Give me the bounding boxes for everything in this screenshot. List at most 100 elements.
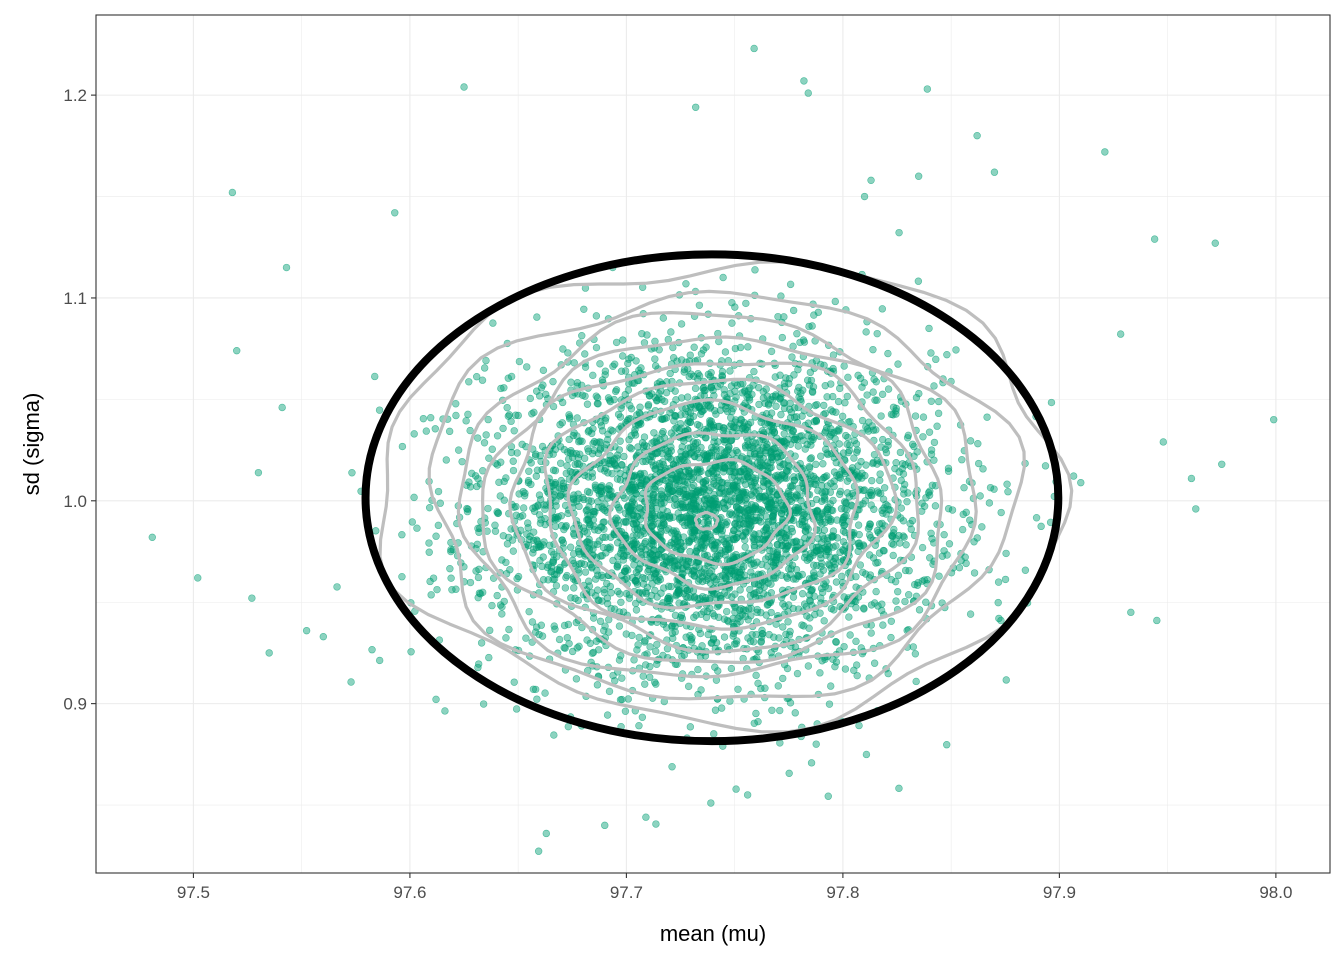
data-point — [612, 386, 621, 394]
data-point — [426, 577, 434, 586]
data-point — [834, 397, 843, 406]
data-point — [774, 682, 782, 690]
data-point — [752, 671, 760, 680]
data-point — [824, 547, 833, 556]
data-point — [1218, 460, 1226, 468]
data-point — [564, 349, 572, 357]
data-point — [549, 466, 558, 474]
data-point — [634, 526, 642, 534]
data-point — [654, 551, 662, 559]
data-point — [368, 646, 376, 654]
data-point — [633, 512, 642, 521]
data-point — [770, 574, 778, 582]
data-point — [477, 639, 486, 647]
data-point — [877, 443, 885, 451]
data-point — [488, 601, 496, 610]
data-point — [635, 722, 643, 730]
data-point — [618, 571, 626, 580]
data-point — [575, 438, 583, 446]
data-point — [425, 539, 433, 547]
data-point — [697, 686, 705, 694]
data-point — [806, 614, 814, 622]
data-point — [696, 629, 705, 638]
data-point — [434, 487, 443, 496]
data-point — [744, 634, 752, 642]
data-point — [532, 472, 541, 480]
data-point — [850, 454, 858, 462]
data-point — [659, 505, 667, 513]
data-point — [619, 336, 627, 344]
data-point — [549, 377, 557, 386]
data-point — [502, 474, 510, 482]
data-point — [452, 585, 460, 593]
data-point — [682, 280, 690, 288]
data-point — [749, 638, 758, 646]
data-point — [641, 574, 649, 583]
data-point — [706, 604, 714, 612]
data-point — [594, 400, 602, 408]
data-point — [615, 622, 624, 630]
data-point — [432, 695, 440, 704]
data-point — [510, 678, 518, 686]
data-point — [820, 617, 828, 625]
data-point — [767, 580, 775, 588]
data-point — [687, 449, 696, 457]
data-point — [799, 436, 807, 444]
data-point — [1150, 235, 1159, 243]
data-point — [583, 400, 592, 408]
data-point — [657, 415, 665, 423]
data-point — [568, 647, 577, 656]
data-point — [480, 364, 489, 372]
data-point — [777, 410, 785, 419]
data-point — [804, 89, 812, 97]
data-point — [695, 422, 704, 430]
data-point — [616, 549, 625, 558]
data-point — [710, 438, 718, 446]
data-point — [685, 537, 694, 546]
data-point — [846, 417, 854, 426]
data-point — [1003, 480, 1011, 488]
data-point — [720, 489, 728, 498]
data-point — [719, 273, 727, 282]
data-point — [790, 413, 799, 422]
data-point — [874, 602, 882, 610]
data-point — [731, 344, 740, 353]
data-point — [1041, 462, 1050, 470]
data-point — [816, 669, 824, 677]
data-point — [533, 695, 541, 703]
data-point — [688, 475, 696, 484]
data-point — [518, 440, 526, 449]
data-point — [830, 606, 838, 614]
data-point — [873, 526, 882, 535]
data-point — [689, 442, 698, 451]
data-point — [882, 510, 890, 518]
data-point — [527, 480, 535, 489]
data-point — [706, 419, 714, 427]
data-point — [852, 637, 860, 646]
data-point — [749, 534, 757, 542]
data-point — [812, 417, 821, 426]
data-point — [491, 527, 500, 535]
data-point — [474, 573, 483, 582]
data-point — [677, 356, 686, 364]
data-point — [762, 611, 770, 619]
data-point — [601, 500, 609, 508]
data-point — [741, 543, 749, 551]
data-point — [494, 509, 503, 517]
data-point — [783, 664, 792, 673]
data-point — [807, 759, 816, 767]
data-point — [994, 578, 1003, 586]
data-point — [675, 485, 684, 494]
data-point — [631, 599, 640, 608]
data-point — [688, 570, 696, 578]
data-point — [512, 705, 521, 713]
data-point — [488, 445, 496, 453]
data-point — [507, 417, 515, 426]
data-point — [664, 485, 673, 493]
data-point — [478, 376, 487, 384]
x-axis-title: mean (mu) — [660, 921, 766, 946]
data-point — [780, 430, 788, 438]
data-point — [790, 476, 798, 484]
data-point — [884, 385, 893, 393]
data-point — [920, 502, 929, 510]
